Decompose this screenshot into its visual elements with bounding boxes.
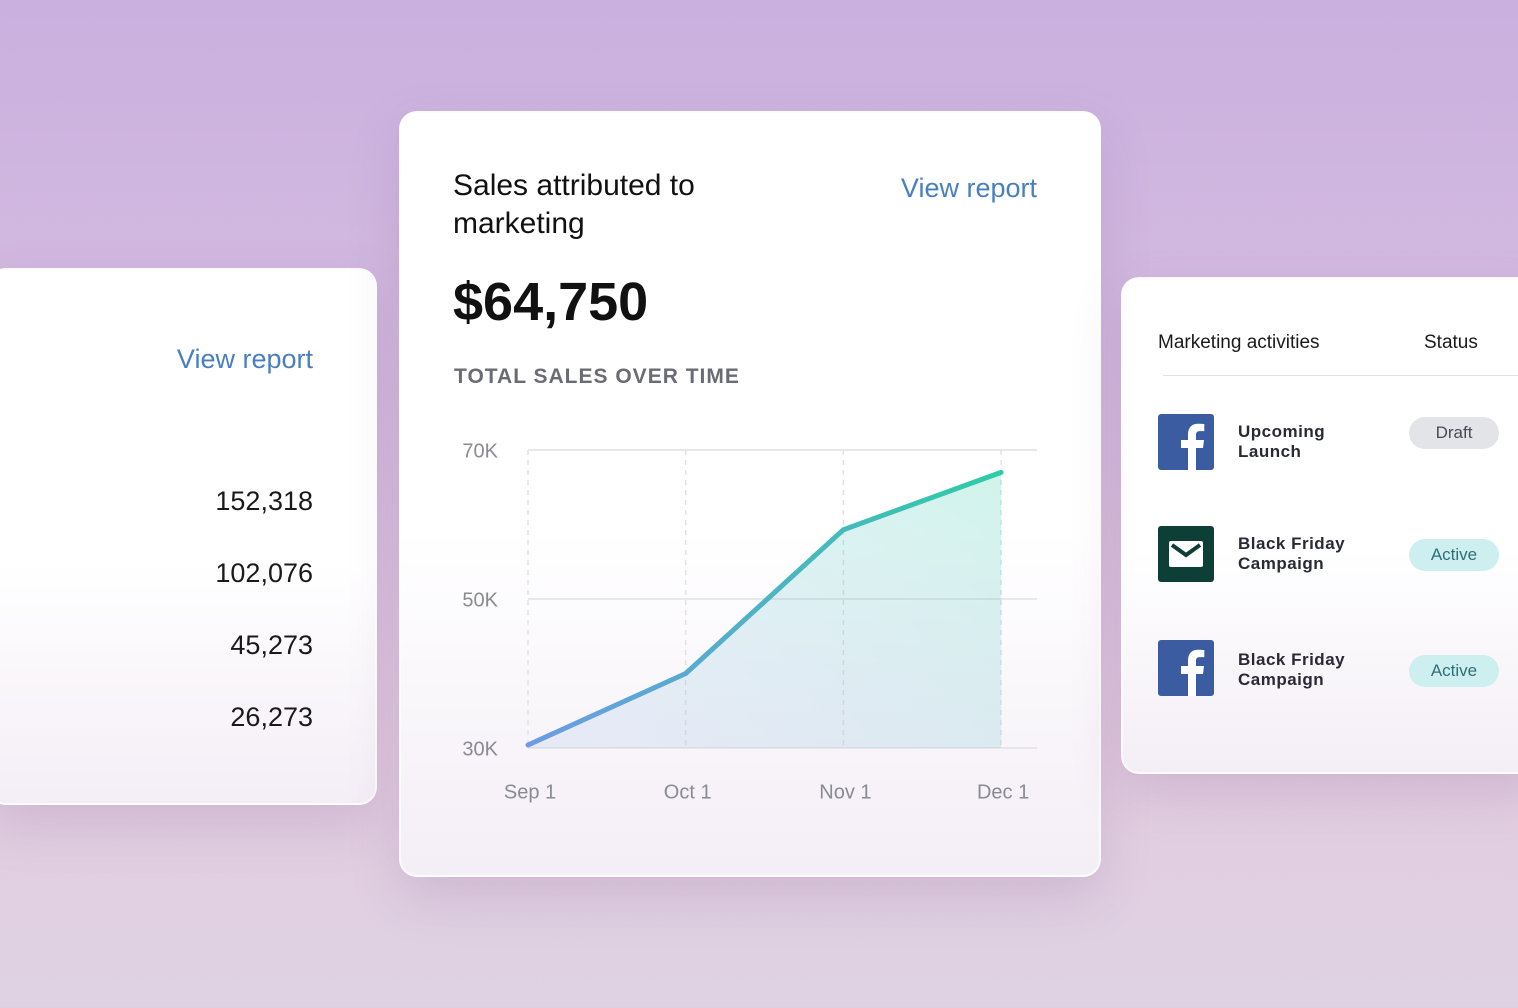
view-report-link[interactable]: View report <box>176 344 313 374</box>
status-pill: Active <box>1409 655 1499 687</box>
divider <box>1163 375 1518 376</box>
view-report-link[interactable]: View report <box>900 173 1037 203</box>
chart-title: TOTAL SALES OVER TIME <box>454 365 740 388</box>
center-card: Sales attributed to marketing View repor… <box>399 111 1101 877</box>
activity-name[interactable]: Black Friday Campaign <box>1238 650 1346 689</box>
status-pill: Active <box>1409 539 1499 571</box>
activity-name[interactable]: Upcoming Launch <box>1238 422 1326 461</box>
right-card: Marketing activities Status Upcoming Lau… <box>1121 277 1518 774</box>
table-header: Marketing activities <box>1158 332 1320 353</box>
metric-value: 102,076 <box>215 558 313 588</box>
left-card: View report 152,318 102,076 45,273 26,27… <box>0 268 377 805</box>
metric-value: 26,273 <box>230 702 313 732</box>
metric-value: 152,318 <box>215 486 313 516</box>
email-icon <box>1158 526 1214 582</box>
facebook-icon <box>1158 640 1214 696</box>
total-sales: $64,750 <box>453 272 649 332</box>
card-title: Sales attributed to marketing <box>453 169 695 240</box>
facebook-icon <box>1158 414 1214 470</box>
status-pill: Draft <box>1409 417 1499 449</box>
activity-name[interactable]: Black Friday Campaign <box>1238 534 1346 573</box>
table-header: Status <box>1424 332 1478 353</box>
metric-value: 45,273 <box>230 630 313 660</box>
